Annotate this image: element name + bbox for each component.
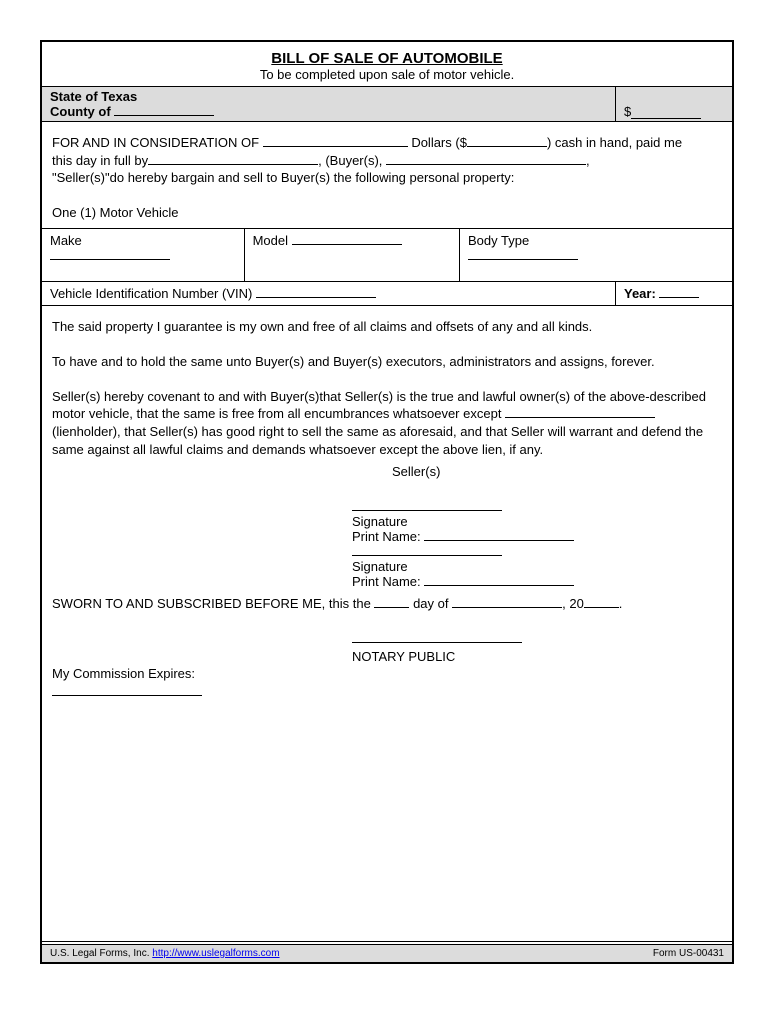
header-row: State of Texas County of $ — [42, 86, 732, 122]
form-subtitle: To be completed upon sale of motor vehic… — [42, 67, 732, 82]
sworn-day-input[interactable] — [374, 607, 409, 608]
body-type-cell: Body Type — [460, 229, 732, 281]
guarantee-text: The said property I guarantee is my own … — [52, 318, 722, 336]
commission-label: My Commission Expires: — [52, 665, 722, 683]
footer-divider — [42, 941, 732, 942]
text: Dollars ($ — [411, 135, 467, 150]
print-name-label-2: Print Name: — [352, 574, 421, 589]
sworn-2: day of — [413, 596, 448, 611]
model-input[interactable] — [292, 244, 402, 245]
notary-sign: NOTARY PUBLIC — [52, 630, 722, 665]
form-title: BILL OF SALE OF AUTOMOBILE — [42, 50, 732, 67]
dollar-words-input[interactable] — [263, 146, 408, 147]
signature-label-2: Signature — [352, 559, 408, 574]
footer-form-id: Form US-00431 — [653, 948, 724, 959]
signature-line-2[interactable] — [352, 555, 502, 556]
vin-input[interactable] — [256, 297, 376, 298]
consideration-block: FOR AND IN CONSIDERATION OF Dollars ($ ) … — [42, 122, 732, 228]
buyer-extra-input[interactable] — [386, 164, 586, 165]
amount-cell: $ — [616, 87, 732, 121]
form-border: BILL OF SALE OF AUTOMOBILE To be complet… — [40, 40, 734, 964]
signature-area: Seller(s) Signature Print Name: Signatur… — [42, 464, 732, 589]
text: "Seller(s)"do hereby bargain and sell to… — [52, 170, 514, 185]
sellers-label: Seller(s) — [352, 464, 732, 479]
signature-line-1[interactable] — [352, 510, 502, 511]
covenant-block: Seller(s) hereby covenant to and with Bu… — [52, 388, 722, 458]
year-input[interactable] — [659, 297, 699, 298]
body-type-input[interactable] — [468, 259, 578, 260]
county-input[interactable] — [114, 115, 214, 116]
dollar-amount-input[interactable] — [467, 146, 547, 147]
sworn-month-input[interactable] — [452, 607, 562, 608]
signature-label-1: Signature — [352, 514, 408, 529]
amount-input[interactable] — [631, 118, 701, 119]
covenant-2: (lienholder), that Seller(s) has good ri… — [52, 424, 703, 457]
year-label: Year: — [624, 286, 656, 301]
year-cell: Year: — [616, 282, 732, 305]
footer-link[interactable]: http://www.uslegalforms.com — [152, 948, 279, 959]
text: , — [586, 153, 590, 168]
print-name-input-1[interactable] — [424, 540, 574, 541]
vin-cell: Vehicle Identification Number (VIN) — [42, 282, 616, 305]
county-row: County of — [50, 104, 607, 119]
footer: U.S. Legal Forms, Inc. http://www.uslega… — [42, 944, 732, 962]
buyer-name-input[interactable] — [148, 164, 318, 165]
model-label: Model — [253, 233, 288, 248]
footer-company: U.S. Legal Forms, Inc. — [50, 948, 149, 959]
make-label: Make — [50, 233, 82, 248]
state-label: State of Texas — [50, 89, 607, 104]
sworn-4: . — [619, 596, 623, 611]
vehicle-details-row: Make Model Body Type — [42, 228, 732, 282]
guarantee-block: The said property I guarantee is my own … — [42, 306, 732, 464]
footer-left: U.S. Legal Forms, Inc. http://www.uslega… — [50, 948, 280, 959]
text: ) cash in hand, paid me — [547, 135, 682, 150]
notary-signature-input[interactable] — [352, 642, 522, 643]
vin-label: Vehicle Identification Number (VIN) — [50, 286, 252, 301]
title-area: BILL OF SALE OF AUTOMOBILE To be complet… — [42, 42, 732, 86]
county-label: County of — [50, 104, 111, 119]
text: , (Buyer(s), — [318, 153, 382, 168]
hold-text: To have and to hold the same unto Buyer(… — [52, 353, 722, 371]
sworn-1: SWORN TO AND SUBSCRIBED BEFORE ME, this … — [52, 596, 371, 611]
notary-label: NOTARY PUBLIC — [352, 649, 455, 664]
sworn-year-input[interactable] — [584, 607, 619, 608]
make-cell: Make — [42, 229, 245, 281]
dollar-sign: $ — [624, 104, 631, 119]
commission-input[interactable] — [52, 695, 202, 696]
model-cell: Model — [245, 229, 460, 281]
page-container: BILL OF SALE OF AUTOMOBILE To be complet… — [0, 0, 770, 1024]
text: this day in full by — [52, 153, 148, 168]
text: FOR AND IN CONSIDERATION OF — [52, 135, 259, 150]
print-name-input-2[interactable] — [424, 585, 574, 586]
sworn-3: , 20 — [562, 596, 584, 611]
vin-row: Vehicle Identification Number (VIN) Year… — [42, 282, 732, 306]
notary-block: SWORN TO AND SUBSCRIBED BEFORE ME, this … — [42, 589, 732, 706]
lienholder-input[interactable] — [505, 417, 655, 418]
make-input[interactable] — [50, 259, 170, 260]
state-county-cell: State of Texas County of — [42, 87, 616, 121]
vehicle-count: One (1) Motor Vehicle — [52, 205, 178, 220]
body-type-label: Body Type — [468, 233, 529, 248]
print-name-label-1: Print Name: — [352, 529, 421, 544]
